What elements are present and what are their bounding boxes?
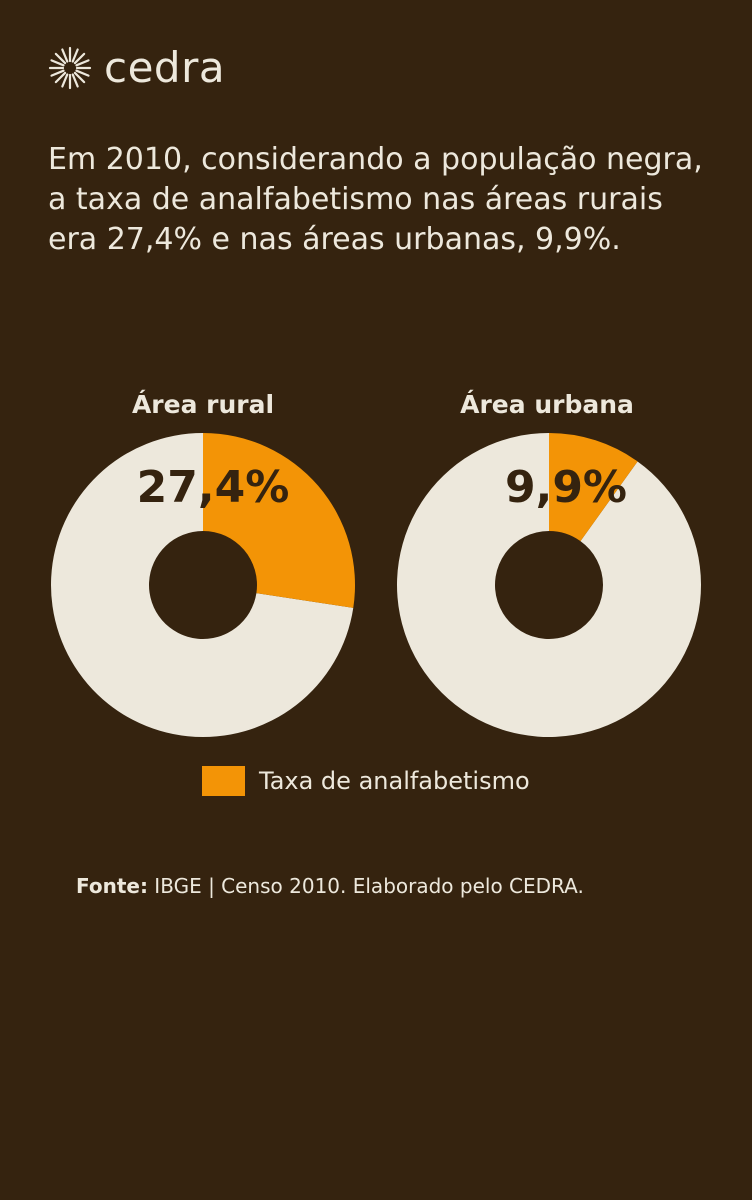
donut-chart-urban: 9,9% bbox=[396, 432, 702, 738]
pie-slice-remainder bbox=[397, 433, 701, 737]
donut-svg: 9,9% bbox=[397, 433, 701, 737]
source-note: Fonte: IBGE | Censo 2010. Elaborado pelo… bbox=[76, 872, 584, 900]
headline-line: era 27,4% e nas áreas urbanas, 9,9%. bbox=[48, 222, 621, 257]
legend: Taxa de analfabetismo bbox=[202, 766, 530, 796]
brand-name: cedra bbox=[104, 43, 226, 92]
chart-title-urban: Área urbana bbox=[460, 390, 634, 419]
sun-ray bbox=[54, 71, 67, 84]
legend-swatch bbox=[202, 766, 245, 796]
data-label: 27,4% bbox=[137, 462, 290, 513]
source-prefix: Fonte: bbox=[76, 874, 148, 898]
headline: Em 2010, considerando a população negra,… bbox=[48, 140, 718, 260]
sun-ray bbox=[75, 69, 90, 77]
sun-ray bbox=[73, 52, 86, 65]
data-label: 9,9% bbox=[505, 462, 627, 513]
chart-title-rural: Área rural bbox=[131, 390, 275, 419]
donut-svg: 27,4% bbox=[50, 433, 355, 737]
brand-logo: cedra bbox=[48, 44, 225, 92]
sun-ray bbox=[71, 73, 79, 88]
headline-line: a taxa de analfabetismo nas áreas rurais bbox=[48, 182, 663, 217]
sun-ray bbox=[61, 73, 69, 88]
source-text: IBGE | Censo 2010. Elaborado pelo CEDRA. bbox=[147, 874, 584, 898]
sun-ray bbox=[54, 52, 67, 65]
sun-ray bbox=[50, 59, 65, 67]
pie-slice-remainder bbox=[50, 433, 354, 737]
donut-chart-rural: 27,4% bbox=[50, 432, 356, 738]
sun-ray bbox=[50, 69, 65, 77]
sun-ray bbox=[75, 59, 90, 67]
sun-burst-icon bbox=[48, 46, 92, 90]
pie-slice-illiteracy bbox=[203, 433, 355, 608]
sun-ray bbox=[73, 71, 86, 84]
legend-label: Taxa de analfabetismo bbox=[259, 767, 530, 795]
sun-ray bbox=[71, 48, 79, 63]
sun-ray bbox=[61, 48, 69, 63]
pie-slice-illiteracy bbox=[549, 433, 638, 542]
headline-line: Em 2010, considerando a população negra, bbox=[48, 142, 703, 177]
